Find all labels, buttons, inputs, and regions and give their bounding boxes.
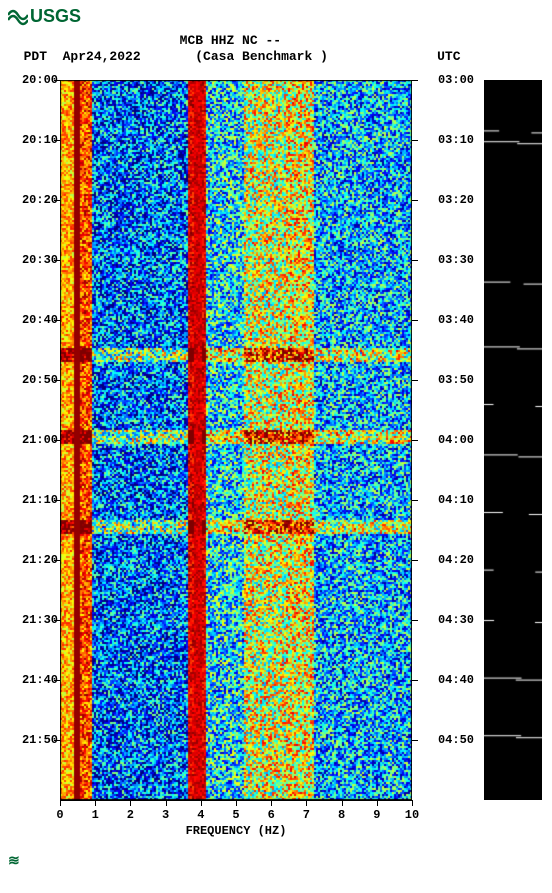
left-time-label: 21:40 (10, 673, 58, 687)
right-time-label: 03:10 (418, 133, 474, 147)
left-tick (54, 380, 60, 381)
right-time-label: 04:50 (418, 733, 474, 747)
x-tick-label: 5 (232, 808, 239, 822)
left-tick (54, 740, 60, 741)
x-tick-label: 10 (405, 808, 419, 822)
x-tick-label: 4 (197, 808, 204, 822)
header-line1: MCB HHZ NC -- (8, 33, 281, 48)
x-tick (271, 800, 272, 806)
x-tick-label: 2 (127, 808, 134, 822)
right-time-label: 04:00 (418, 433, 474, 447)
x-tick-label: 8 (338, 808, 345, 822)
left-tick (54, 620, 60, 621)
usgs-wave-icon (8, 8, 28, 26)
right-time-label: 04:10 (418, 493, 474, 507)
x-tick (130, 800, 131, 806)
left-tick (54, 140, 60, 141)
x-tick (166, 800, 167, 806)
right-tick (412, 200, 418, 201)
left-tick (54, 200, 60, 201)
right-time-label: 03:20 (418, 193, 474, 207)
x-tick (342, 800, 343, 806)
x-tick (201, 800, 202, 806)
left-time-label: 20:00 (10, 73, 58, 87)
left-time-label: 21:20 (10, 553, 58, 567)
left-tick (54, 440, 60, 441)
right-tick (412, 80, 418, 81)
right-time-label: 03:40 (418, 313, 474, 327)
left-time-axis: 20:0020:1020:2020:3020:4020:5021:0021:10… (10, 80, 58, 800)
x-tick-label: 7 (303, 808, 310, 822)
right-time-axis: 03:0003:1003:2003:3003:4003:5004:0004:10… (418, 80, 474, 800)
left-time-label: 20:40 (10, 313, 58, 327)
x-tick-label: 9 (373, 808, 380, 822)
right-tick (412, 440, 418, 441)
right-tick (412, 140, 418, 141)
right-tick (412, 680, 418, 681)
right-tick (412, 320, 418, 321)
right-time-label: 03:50 (418, 373, 474, 387)
left-time-label: 20:50 (10, 373, 58, 387)
left-time-label: 21:10 (10, 493, 58, 507)
x-tick (377, 800, 378, 806)
right-time-label: 04:40 (418, 673, 474, 687)
x-tick-label: 3 (162, 808, 169, 822)
left-time-label: 21:30 (10, 613, 58, 627)
right-time-label: 03:30 (418, 253, 474, 267)
x-axis-label: FREQUENCY (HZ) (60, 824, 412, 838)
right-tick (412, 740, 418, 741)
x-tick-label: 0 (56, 808, 63, 822)
left-time-label: 20:10 (10, 133, 58, 147)
x-tick (236, 800, 237, 806)
footer-mark: ≋ (8, 852, 544, 869)
left-tick (54, 320, 60, 321)
left-time-label: 20:30 (10, 253, 58, 267)
right-time-label: 03:00 (418, 73, 474, 87)
x-tick-label: 1 (92, 808, 99, 822)
right-tick (412, 620, 418, 621)
spectrogram-canvas (60, 80, 412, 800)
left-time-label: 21:50 (10, 733, 58, 747)
right-tick (412, 380, 418, 381)
right-time-label: 04:30 (418, 613, 474, 627)
x-tick-label: 6 (268, 808, 275, 822)
right-tick (412, 560, 418, 561)
left-tick (54, 680, 60, 681)
left-tick (54, 500, 60, 501)
x-tick (306, 800, 307, 806)
amplitude-sidebar-canvas (484, 80, 542, 800)
right-tick (412, 260, 418, 261)
right-tick (412, 500, 418, 501)
header-line2: PDT Apr24,2022 (Casa Benchmark ) UTC (8, 49, 461, 64)
spectrogram-plot: 20:00 20:10 20:20 20:30 20:40 20:50 21:00 21:10… (8, 70, 544, 850)
frequency-axis: FREQUENCY (HZ) 012345678910 (60, 800, 412, 850)
left-time-label: 20:20 (10, 193, 58, 207)
right-time-label: 04:20 (418, 553, 474, 567)
usgs-logo-text: USGS (30, 6, 81, 27)
x-tick (95, 800, 96, 806)
left-tick (54, 560, 60, 561)
left-tick (54, 80, 60, 81)
x-tick (412, 800, 413, 806)
left-tick (54, 260, 60, 261)
plot-header: MCB HHZ NC -- PDT Apr24,2022 (Casa Bench… (8, 33, 544, 66)
x-tick (60, 800, 61, 806)
usgs-logo: USGS (8, 6, 544, 27)
left-time-label: 21:00 (10, 433, 58, 447)
